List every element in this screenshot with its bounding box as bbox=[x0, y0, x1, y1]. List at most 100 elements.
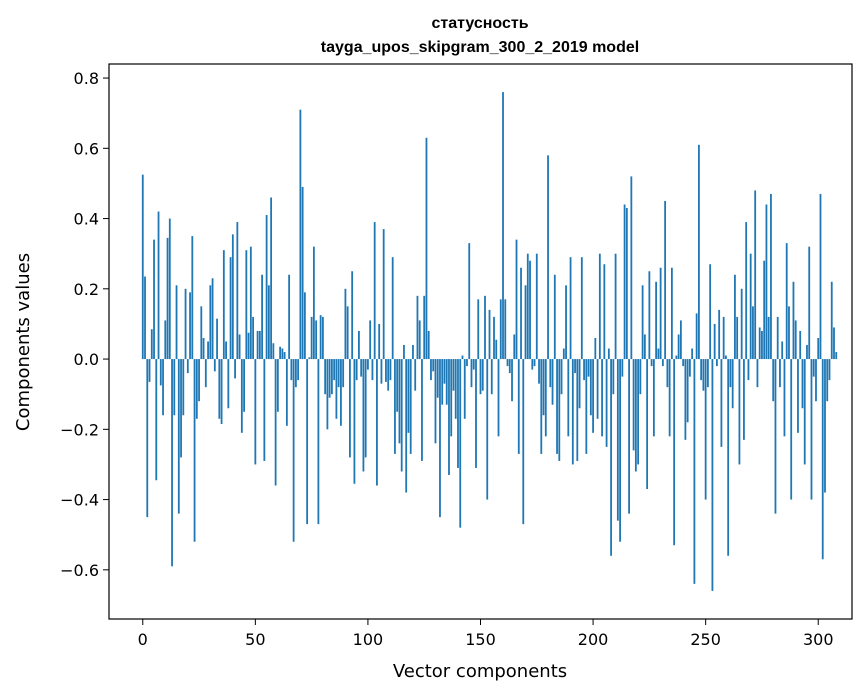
bar-238 bbox=[677, 334, 680, 360]
bar-150 bbox=[479, 359, 482, 395]
bar-203 bbox=[598, 253, 601, 360]
bar-248 bbox=[700, 359, 703, 381]
y-tick-label: 0.2 bbox=[74, 280, 99, 299]
y-tick-label: −0.2 bbox=[60, 420, 99, 439]
bar-295 bbox=[806, 345, 808, 360]
bar-15 bbox=[175, 285, 178, 360]
bar-149 bbox=[477, 299, 480, 360]
bar-222 bbox=[641, 285, 644, 360]
bar-series bbox=[141, 92, 838, 591]
bar-262 bbox=[731, 359, 734, 409]
bar-8 bbox=[159, 359, 162, 386]
bar-175 bbox=[535, 253, 538, 360]
bar-255 bbox=[716, 359, 718, 367]
bar-275 bbox=[761, 330, 763, 360]
bar-31 bbox=[211, 278, 214, 360]
bar-6 bbox=[155, 359, 158, 481]
bar-116 bbox=[403, 345, 405, 360]
bar-227 bbox=[652, 359, 655, 437]
bar-265 bbox=[738, 359, 741, 465]
bar-292 bbox=[799, 330, 802, 360]
bar-214 bbox=[623, 204, 626, 360]
bar-276 bbox=[763, 260, 766, 360]
bar-33 bbox=[216, 318, 218, 360]
bar-104 bbox=[376, 359, 378, 486]
bar-135 bbox=[445, 359, 448, 405]
bar-194 bbox=[578, 359, 581, 409]
bar-92 bbox=[349, 359, 351, 458]
bar-287 bbox=[788, 306, 790, 360]
bar-254 bbox=[713, 323, 716, 360]
bar-232 bbox=[664, 200, 667, 360]
bar-95 bbox=[355, 359, 358, 381]
bar-38 bbox=[227, 359, 230, 409]
bar-209 bbox=[612, 359, 615, 395]
bar-62 bbox=[281, 348, 284, 360]
bar-128 bbox=[430, 359, 432, 381]
bar-93 bbox=[351, 271, 354, 360]
bar-60 bbox=[276, 359, 279, 412]
bar-74 bbox=[308, 357, 311, 360]
bar-119 bbox=[409, 359, 412, 454]
bar-99 bbox=[364, 359, 367, 458]
bar-217 bbox=[630, 176, 633, 360]
bar-205 bbox=[603, 264, 606, 360]
bar-193 bbox=[576, 359, 579, 461]
bar-197 bbox=[585, 359, 588, 454]
bar-51 bbox=[256, 330, 259, 360]
bar-36 bbox=[222, 250, 225, 360]
bar-252 bbox=[709, 264, 712, 360]
bar-188 bbox=[565, 285, 567, 360]
bar-129 bbox=[432, 359, 435, 372]
bar-207 bbox=[607, 348, 610, 360]
bar-0 bbox=[141, 174, 144, 360]
bar-157 bbox=[495, 339, 498, 360]
bar-52 bbox=[258, 330, 261, 360]
bar-112 bbox=[394, 359, 396, 454]
bar-266 bbox=[740, 288, 743, 360]
bar-158 bbox=[497, 359, 500, 437]
bar-110 bbox=[389, 359, 392, 381]
bar-306 bbox=[830, 281, 833, 360]
bar-304 bbox=[826, 359, 829, 402]
bar-229 bbox=[657, 348, 660, 360]
bar-166 bbox=[515, 239, 518, 360]
bar-223 bbox=[643, 334, 646, 360]
bar-233 bbox=[666, 359, 669, 388]
bar-202 bbox=[596, 359, 599, 419]
bar-272 bbox=[754, 190, 757, 360]
bar-124 bbox=[421, 359, 423, 461]
bar-260 bbox=[727, 359, 730, 556]
bar-72 bbox=[303, 292, 306, 360]
bar-37 bbox=[225, 341, 227, 360]
bar-5 bbox=[153, 239, 155, 360]
bar-264 bbox=[736, 316, 739, 360]
bar-236 bbox=[673, 359, 676, 546]
bar-172 bbox=[529, 260, 531, 360]
bar-148 bbox=[475, 359, 477, 468]
x-tick-label: 150 bbox=[465, 630, 496, 649]
bar-216 bbox=[628, 359, 630, 514]
bar-139 bbox=[454, 359, 457, 419]
bar-30 bbox=[209, 285, 212, 360]
bar-213 bbox=[621, 359, 624, 377]
x-tick-label: 200 bbox=[578, 630, 609, 649]
bar-247 bbox=[698, 144, 700, 360]
bar-152 bbox=[484, 295, 486, 360]
bar-55 bbox=[265, 215, 268, 360]
bar-174 bbox=[533, 359, 536, 367]
bar-185 bbox=[558, 359, 561, 461]
bar-100 bbox=[367, 359, 369, 370]
bar-76 bbox=[312, 246, 315, 360]
bar-235 bbox=[670, 267, 673, 360]
bar-136 bbox=[448, 359, 450, 475]
bar-65 bbox=[288, 274, 291, 360]
x-tick-label: 50 bbox=[245, 630, 265, 649]
bar-160 bbox=[502, 92, 504, 360]
bar-39 bbox=[229, 257, 232, 360]
bar-258 bbox=[722, 316, 725, 360]
bar-26 bbox=[200, 306, 203, 360]
bar-231 bbox=[661, 359, 664, 367]
bar-212 bbox=[619, 359, 621, 542]
bar-215 bbox=[625, 208, 628, 360]
